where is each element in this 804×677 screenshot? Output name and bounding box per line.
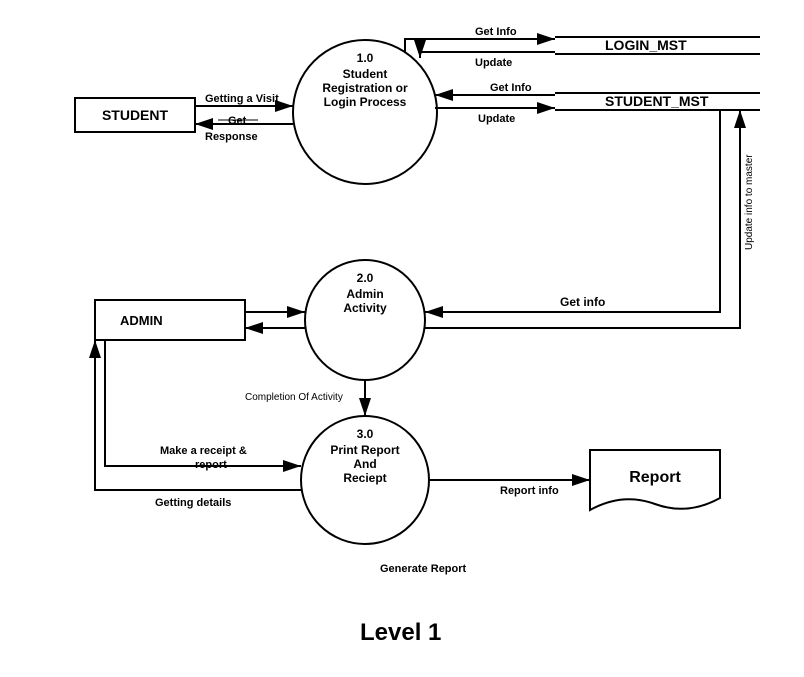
svg-text:Update info to master: Update info to master — [744, 154, 755, 250]
svg-text:1.0: 1.0 — [357, 51, 374, 65]
svg-text:Update: Update — [478, 113, 515, 125]
svg-text:Response: Response — [205, 131, 258, 143]
svg-text:Admin: Admin — [346, 287, 383, 301]
svg-text:Registration or: Registration or — [322, 81, 408, 95]
svg-text:Report info: Report info — [500, 485, 559, 497]
svg-text:Login Process: Login Process — [324, 95, 407, 109]
svg-text:3.0: 3.0 — [357, 427, 374, 441]
svg-text:Get info: Get info — [560, 295, 605, 309]
svg-text:2.0: 2.0 — [357, 271, 374, 285]
svg-text:Student: Student — [343, 67, 388, 81]
svg-text:Make a receipt &: Make a receipt & — [160, 445, 247, 457]
svg-text:Report: Report — [629, 469, 681, 486]
svg-text:Reciept: Reciept — [343, 471, 386, 485]
svg-text:Getting details: Getting details — [155, 497, 231, 509]
svg-text:Get Info: Get Info — [490, 82, 532, 94]
svg-text:LOGIN_MST: LOGIN_MST — [605, 37, 687, 53]
svg-text:Getting a Visit: Getting a Visit — [205, 93, 279, 105]
svg-text:Completion Of Activity: Completion Of Activity — [245, 392, 343, 403]
svg-text:Get Info: Get Info — [475, 26, 517, 38]
svg-text:Level 1: Level 1 — [360, 619, 441, 646]
svg-text:Generate Report: Generate Report — [380, 563, 467, 575]
svg-text:Update: Update — [475, 57, 512, 69]
svg-text:And: And — [353, 457, 376, 471]
svg-text:Activity: Activity — [343, 301, 387, 315]
svg-text:STUDENT_MST: STUDENT_MST — [605, 93, 709, 109]
svg-text:Print Report: Print Report — [330, 443, 399, 457]
svg-text:STUDENT: STUDENT — [102, 107, 169, 123]
svg-text:ADMIN: ADMIN — [120, 313, 163, 328]
svg-text:Get: Get — [228, 115, 247, 127]
svg-text:report: report — [195, 459, 227, 471]
